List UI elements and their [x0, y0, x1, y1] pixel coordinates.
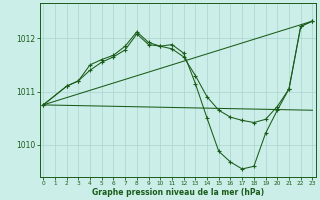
X-axis label: Graphe pression niveau de la mer (hPa): Graphe pression niveau de la mer (hPa) [92, 188, 264, 197]
